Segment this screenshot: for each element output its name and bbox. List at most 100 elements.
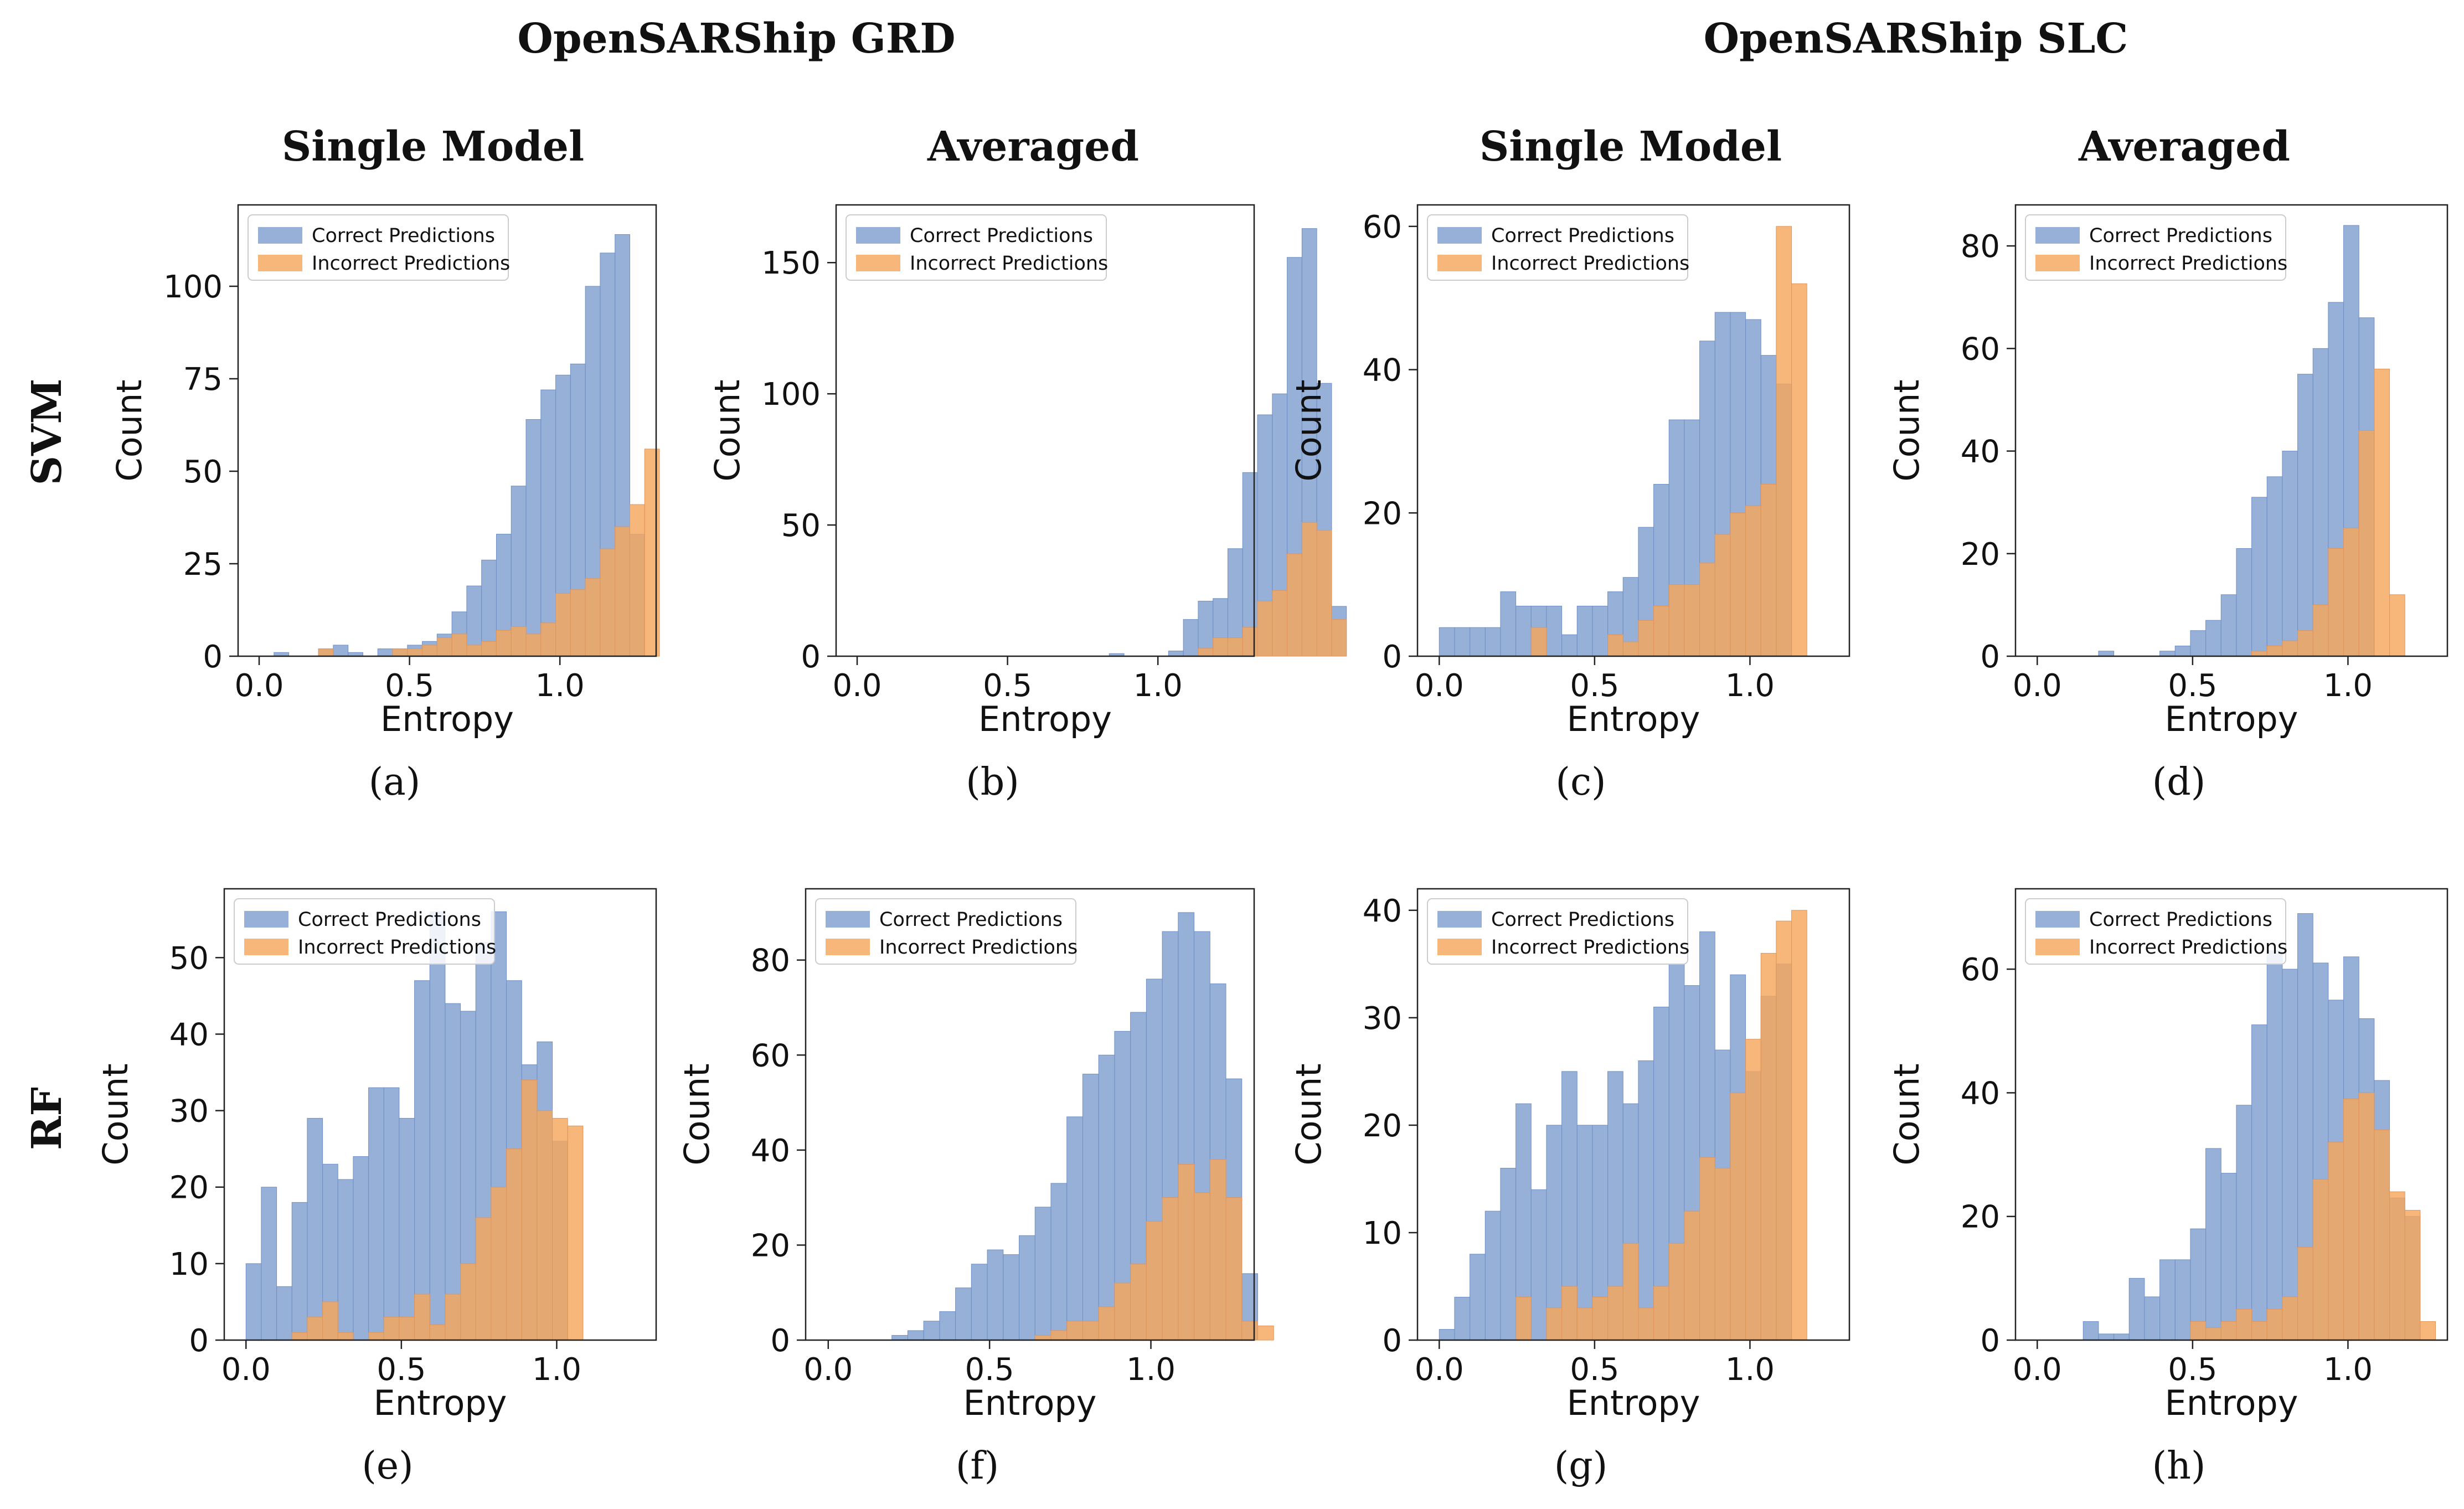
correct-bar bbox=[276, 1286, 292, 1341]
x-tick-label: 0.5 bbox=[983, 668, 1032, 704]
incorrect-bar bbox=[1198, 648, 1214, 657]
panel-caption: (e) bbox=[362, 1444, 413, 1488]
correct-bar bbox=[1576, 605, 1593, 657]
incorrect-bar bbox=[1760, 484, 1777, 657]
y-tick-label: 30 bbox=[169, 1094, 209, 1130]
legend-swatch-incorrect bbox=[826, 939, 870, 955]
y-axis-label: Count bbox=[677, 1063, 717, 1165]
incorrect-bar bbox=[2297, 1247, 2313, 1341]
incorrect-bar bbox=[399, 1317, 415, 1341]
incorrect-bar bbox=[1034, 1335, 1051, 1341]
correct-bar bbox=[540, 389, 556, 657]
y-tick-label: 50 bbox=[183, 454, 223, 490]
y-tick-label: 0 bbox=[1382, 1323, 1402, 1359]
correct-bar bbox=[377, 648, 393, 657]
correct-bar bbox=[907, 1330, 924, 1341]
incorrect-bar bbox=[1331, 619, 1347, 657]
y-tick-label: 20 bbox=[1363, 496, 1402, 532]
legend-box bbox=[846, 214, 1107, 281]
incorrect-bar bbox=[2389, 1191, 2405, 1341]
incorrect-bar bbox=[491, 1187, 507, 1341]
incorrect-bar bbox=[2190, 1321, 2207, 1341]
y-tick-label: 50 bbox=[169, 940, 209, 976]
correct-bar bbox=[2297, 374, 2313, 657]
incorrect-bar bbox=[1098, 1306, 1115, 1341]
correct-bar bbox=[1592, 605, 1609, 657]
incorrect-series bbox=[318, 449, 660, 657]
y-tick-label: 40 bbox=[1363, 353, 1402, 389]
x-axis-label: Entropy bbox=[963, 1383, 1097, 1423]
correct-bar bbox=[2174, 1259, 2191, 1341]
incorrect-bar bbox=[1272, 590, 1288, 657]
incorrect-bar bbox=[1194, 1192, 1210, 1341]
incorrect-bar bbox=[337, 1332, 354, 1341]
y-tick-label: 40 bbox=[1961, 434, 2000, 470]
y-tick-label: 40 bbox=[751, 1133, 790, 1169]
incorrect-bar bbox=[466, 645, 482, 657]
incorrect-bar bbox=[1114, 1283, 1131, 1341]
y-axis-label: Count bbox=[95, 1063, 136, 1165]
legend-box bbox=[234, 898, 495, 965]
histogram-panel: 0.0 0.5 1.0 0 10 20 30 40 Entropy Count Correct Pr… bbox=[1288, 888, 1850, 1488]
incorrect-bar bbox=[1242, 627, 1258, 657]
correct-bar bbox=[307, 1117, 323, 1341]
correct-bar bbox=[245, 1263, 262, 1341]
incorrect-bar bbox=[2343, 527, 2359, 657]
correct-bar bbox=[2236, 1105, 2252, 1341]
y-tick-label: 60 bbox=[1363, 209, 1402, 245]
incorrect-bar bbox=[1162, 1197, 1179, 1341]
axes-frame bbox=[805, 888, 1255, 1341]
correct-bar bbox=[2282, 451, 2298, 657]
incorrect-bar bbox=[307, 1317, 323, 1341]
y-tick-label: 20 bbox=[1363, 1108, 1402, 1144]
incorrect-bar bbox=[2297, 630, 2313, 657]
correct-bar bbox=[1470, 1254, 1486, 1341]
incorrect-bar bbox=[481, 641, 497, 657]
panel-caption: (d) bbox=[2152, 760, 2206, 804]
y-tick-label: 0 bbox=[203, 639, 223, 675]
legend-swatch-incorrect bbox=[2035, 255, 2080, 271]
y-tick-label: 60 bbox=[1961, 952, 2000, 988]
panel-caption: (c) bbox=[1555, 760, 1606, 804]
incorrect-bar bbox=[1301, 522, 1317, 657]
incorrect-bar bbox=[1668, 1243, 1685, 1341]
x-axis-label: Entropy bbox=[2165, 699, 2298, 739]
correct-bar bbox=[1561, 634, 1578, 657]
incorrect-bar bbox=[1227, 637, 1243, 657]
correct-bar bbox=[1454, 1296, 1471, 1341]
incorrect-bar bbox=[1225, 1197, 1243, 1341]
legend: Correct Predictions Incorrect Predictions bbox=[2025, 214, 2287, 281]
x-tick-label: 0.0 bbox=[832, 668, 882, 704]
y-tick-label: 0 bbox=[770, 1323, 790, 1359]
legend: Correct Predictions Incorrect Predictions bbox=[234, 898, 496, 965]
incorrect-bar bbox=[1592, 1296, 1609, 1341]
incorrect-bar bbox=[1668, 584, 1685, 657]
correct-bar bbox=[445, 1003, 461, 1341]
correct-bar bbox=[2220, 594, 2237, 657]
incorrect-bar bbox=[1653, 605, 1669, 657]
x-tick-label: 0.0 bbox=[803, 1352, 853, 1388]
y-axis-label: Count bbox=[1288, 1063, 1329, 1165]
correct-bar bbox=[414, 980, 430, 1341]
x-tick-label: 0.0 bbox=[234, 668, 283, 704]
incorrect-bar bbox=[1745, 1039, 1761, 1341]
incorrect-bar bbox=[429, 1324, 446, 1341]
incorrect-bar bbox=[1622, 1243, 1639, 1341]
incorrect-bar bbox=[1316, 530, 1332, 657]
axes-frame bbox=[223, 888, 657, 1341]
x-axis-label: Entropy bbox=[1567, 1383, 1700, 1423]
column-title-grd-single: Single Model bbox=[282, 123, 584, 171]
incorrect-bar bbox=[540, 622, 556, 657]
histogram-panel: 0.0 0.5 1.0 0 50 100 150 Entropy Count Correct Pr… bbox=[707, 204, 1347, 804]
legend-swatch-incorrect bbox=[2035, 939, 2080, 955]
legend-label-correct: Correct Predictions bbox=[1491, 225, 1674, 247]
correct-bar bbox=[1515, 605, 1532, 657]
y-axis-label: Count bbox=[1886, 1063, 1927, 1165]
incorrect-bar bbox=[552, 1117, 568, 1341]
correct-bar bbox=[2236, 548, 2252, 657]
x-tick-label: 0.5 bbox=[377, 1352, 426, 1388]
correct-bar bbox=[1576, 1125, 1593, 1341]
incorrect-bar bbox=[407, 648, 423, 657]
correct-bar bbox=[1198, 600, 1214, 657]
y-tick-label: 30 bbox=[1363, 1001, 1402, 1037]
